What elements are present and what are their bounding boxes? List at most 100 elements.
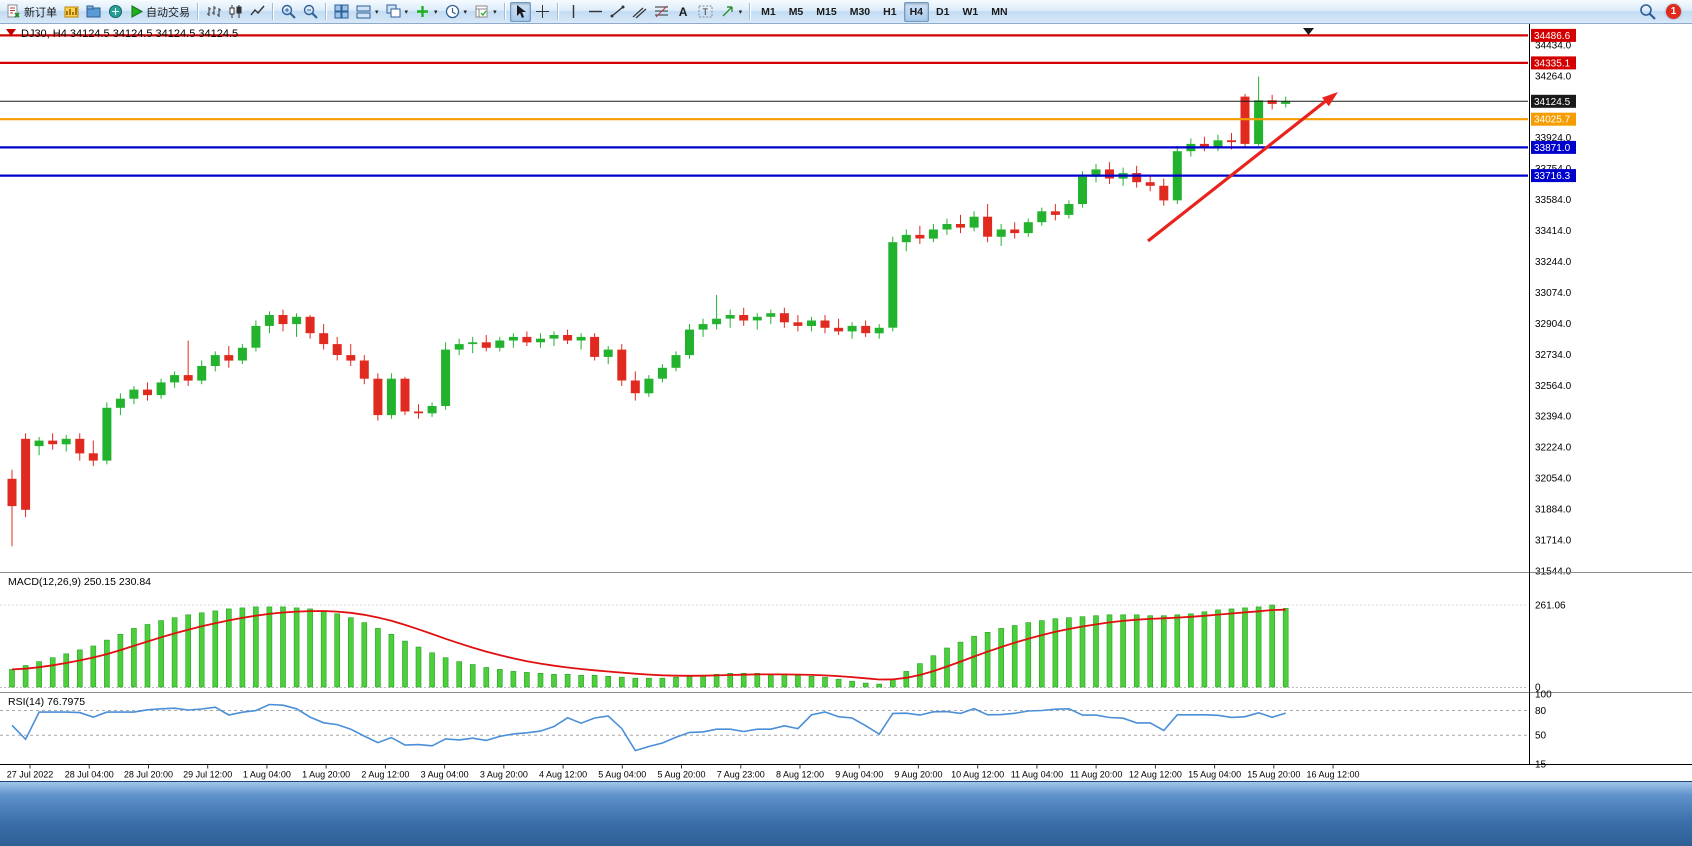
crosshair-icon [535,5,549,18]
candle-body [536,338,545,343]
autotrading-button[interactable]: 自动交易 [127,2,193,22]
candle-body [1227,140,1236,143]
macd-histogram-bar [22,665,29,688]
macd-histogram-bar [90,645,97,688]
crosshair-button[interactable] [532,2,553,22]
cascade-windows-button[interactable]: ▾ [383,2,412,22]
fibonacci-button[interactable] [651,2,672,22]
macd-histogram-bar [1120,614,1126,688]
zoom-in-button[interactable] [278,2,299,22]
macd-histogram-bar [618,676,625,688]
price-scale-label: 32054.0 [1535,474,1572,485]
profiles-button[interactable] [83,2,104,22]
candle-body [901,234,911,243]
candle-body [942,224,952,230]
line-chart-button[interactable] [247,2,268,22]
timeframe-button-D1[interactable]: D1 [930,2,955,22]
cursor-button[interactable] [509,1,531,22]
chart-shift-marker[interactable] [1303,28,1314,35]
tile-windows-button[interactable] [331,2,352,22]
timeframe-button-M5[interactable]: M5 [783,2,810,22]
macd-histogram-bar [1255,606,1262,688]
templates-button[interactable]: ▾ [471,2,500,22]
macd-histogram-bar [1215,609,1221,688]
new-chart-icon [64,6,79,18]
time-label: 3 Aug 04:00 [421,770,469,780]
timeframe-button-M30[interactable]: M30 [844,2,876,22]
macd-histogram-bar [537,672,544,688]
vertical-line-button[interactable] [563,2,584,22]
macd-histogram-bar [1052,618,1059,688]
horizontal-line-button[interactable] [585,2,606,22]
time-axis[interactable]: 27 Jul 2022 28 Jul 04:00 28 Jul 20:00 29 Ju… [7,764,1360,780]
candle-body [630,380,640,394]
trend-arrow[interactable] [1147,92,1338,243]
svg-text:T: T [702,7,708,17]
indicators-button[interactable]: ▾ [412,2,441,22]
macd-histogram-bar [646,677,652,688]
macd-histogram-bar [347,617,354,688]
zoom-out-button[interactable] [300,2,321,22]
macd-histogram-bar [307,608,313,688]
trendline-button[interactable] [607,2,628,22]
time-label: 12 Aug 12:00 [1129,770,1182,780]
arrows-button[interactable]: ▾ [717,2,746,22]
clock-icon [445,4,459,19]
macd-histogram-bar [77,649,83,688]
macd-scale-label: 0 [1535,683,1541,694]
macd-histogram-bar [320,610,327,688]
candle-body [956,224,965,228]
candle-body [34,440,44,447]
candlestick-chart-button[interactable] [225,2,246,22]
new-chart-button[interactable] [61,2,82,22]
candle-body [237,347,247,361]
timeframe-button-MN[interactable]: MN [985,2,1013,22]
macd-histogram-bar [280,606,286,688]
candle-body [725,315,735,319]
candle-body [102,407,112,461]
time-label: 4 Aug 12:00 [539,770,587,780]
price-scale-label: 34264.0 [1535,71,1572,82]
macd-signal-line [11,608,1286,681]
macd-histogram-bar [388,633,395,688]
candle-body [1078,176,1087,204]
text-button[interactable]: A [673,2,694,22]
macd-histogram-bar [767,673,774,688]
timeframe-button-W1[interactable]: W1 [956,2,984,22]
candle-body [481,342,491,348]
periods-button[interactable]: ▾ [442,2,471,22]
candle-body [1213,140,1223,148]
timeframe-button-H4[interactable]: H4 [903,1,930,22]
macd-histogram-bar [9,669,15,688]
time-label: 5 Aug 04:00 [598,770,646,780]
time-label: 16 Aug 12:00 [1307,770,1360,780]
candle-body [332,344,342,355]
market-depth-button[interactable] [105,2,126,22]
price-scale-label: 33074.0 [1535,288,1572,299]
macd-histogram-bar [1161,615,1167,688]
candle-body [197,366,207,381]
macd-histogram-bar [415,646,422,688]
vertical-line-icon [572,5,574,18]
notification-badge[interactable]: 1 [1666,4,1681,19]
time-label: 29 Jul 12:00 [183,770,232,780]
bar-chart-button[interactable] [203,2,224,22]
price-scale-label: 31714.0 [1535,535,1572,546]
text-label-button[interactable]: T [695,2,716,22]
macd-histogram-bar [591,674,598,688]
equidistant-channel-button[interactable] [629,2,650,22]
timeframe-button-M1[interactable]: M1 [755,2,782,22]
timeframe-button-H1[interactable]: H1 [877,2,902,22]
macd-histogram-bar [876,683,883,688]
arrange-windows-button[interactable]: ▾ [353,2,382,22]
rsi-scale-label: 80 [1535,706,1547,717]
price-scale-label: 32394.0 [1535,412,1572,423]
search-icon[interactable] [1639,3,1656,20]
price-chart-canvas[interactable]: 34434.034264.033924.033754.033584.033414… [0,24,1692,781]
arrow-tool-icon [722,6,733,17]
time-label: 9 Aug 04:00 [835,770,883,780]
new-order-button[interactable]: 新订单 [3,2,60,22]
timeframe-button-M15[interactable]: M15 [810,2,842,22]
candle-body [278,315,288,325]
time-label: 27 Jul 2022 [7,770,54,780]
